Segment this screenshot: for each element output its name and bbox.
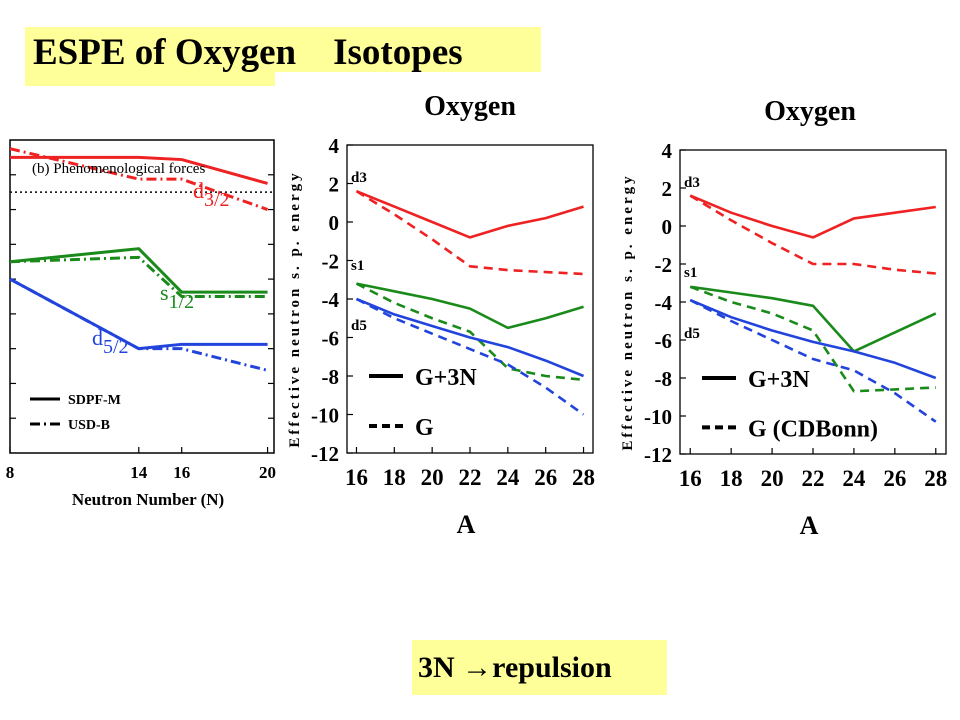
series-s1-g — [689, 285, 936, 393]
x-tick-label: 22 — [802, 466, 825, 491]
series-d5-g — [689, 298, 937, 423]
y-tick-label: 2 — [329, 173, 340, 197]
series-s1-g — [355, 282, 584, 382]
slide-title: ESPE of Oxygen Isotopes — [25, 27, 541, 72]
y-tick-label: -10 — [311, 404, 339, 428]
y-tick-label: -8 — [322, 365, 340, 389]
y-tick-label: 4 — [662, 139, 673, 163]
y-tick-label: -12 — [311, 442, 339, 466]
x-tick-label: 26 — [883, 466, 906, 491]
y-tick-label: -10 — [644, 405, 672, 429]
series-s1-g3n — [356, 282, 584, 330]
y-tick-label: 0 — [329, 211, 340, 235]
x-tick-label: 16 — [345, 465, 368, 490]
x-tick-label: 22 — [459, 465, 482, 490]
legend-label: SDPF-M — [68, 393, 121, 408]
series-d5-g3n — [689, 298, 937, 380]
series-d5-sdpf-m — [9, 277, 268, 351]
y-axis-label: Effective neutron s. p. energy — [287, 170, 303, 447]
legend-label: G+3N — [748, 367, 810, 393]
legend-label: G+3N — [415, 365, 477, 391]
x-tick-label: 24 — [842, 466, 866, 491]
x-tick-label: 16 — [679, 466, 702, 491]
y-tick-label: 4 — [329, 134, 340, 158]
plot-frame — [9, 139, 275, 454]
series-s1-sdpf-m — [9, 247, 268, 294]
orbit-label-sub: 5/2 — [103, 336, 129, 358]
series-d3-usd-b — [9, 147, 269, 211]
orbit-label-d3: d3/2 — [193, 178, 230, 211]
x-tick-label: 28 — [924, 466, 947, 491]
x-tick-label: 16 — [173, 463, 190, 482]
x-tick-label: 8 — [6, 463, 15, 482]
orbit-label-s1: s1/2 — [160, 280, 194, 313]
chart-title: Oxygen — [424, 91, 516, 122]
x-tick-label: 18 — [720, 466, 743, 491]
orbit-label-d5: d5/2 — [92, 325, 129, 358]
series-d5-g3n — [355, 297, 585, 378]
legend-label: G (CDBonn) — [748, 416, 878, 442]
x-axis-label: A — [457, 510, 476, 539]
plot-frame — [679, 149, 947, 455]
series-d3-g3n — [689, 194, 936, 239]
x-tick-label: 14 — [130, 463, 148, 482]
orbit-label-sub: 3/2 — [204, 189, 230, 211]
legend-label: G — [415, 415, 434, 441]
y-tick-label: -4 — [322, 288, 340, 312]
series-d3-g — [689, 194, 936, 275]
series-d3-sdpf-m — [10, 155, 268, 185]
y-axis-label: Effective neutron s. p. energy — [620, 173, 636, 450]
series-d5-usd-b — [9, 277, 268, 372]
x-tick-label: 20 — [421, 465, 444, 490]
inset-title: (b) Phenomenological forces — [32, 161, 205, 177]
orbit-label-s1: s1 — [684, 265, 697, 281]
series-d3-g — [355, 190, 584, 276]
orbit-label-d5: d5 — [351, 318, 367, 334]
y-tick-label: -2 — [322, 250, 340, 274]
y-tick-label: -6 — [655, 329, 673, 353]
x-tick-label: 28 — [572, 465, 595, 490]
x-axis-label: A — [800, 511, 819, 540]
orbit-label-d3: d3 — [351, 170, 367, 186]
x-tick-label: 18 — [383, 465, 406, 490]
orbit-label-s1: s1 — [351, 258, 364, 274]
legend-label: USD-B — [68, 418, 110, 433]
x-axis-label: Neutron Number (N) — [72, 490, 224, 509]
series-d3-g3n — [355, 189, 584, 239]
y-tick-label: -2 — [655, 253, 673, 277]
orbit-label-sub: 1/2 — [169, 291, 195, 313]
series-s1-usd-b — [9, 255, 268, 298]
y-tick-label: -8 — [655, 367, 673, 391]
orbit-label-d3: d3 — [684, 175, 700, 191]
y-tick-label: -4 — [655, 291, 673, 315]
repulsion-callout: 3N →repulsion — [412, 640, 667, 695]
x-tick-label: 26 — [534, 465, 557, 490]
y-tick-label: 2 — [662, 177, 673, 201]
x-tick-label: 20 — [259, 463, 276, 482]
y-tick-label: -12 — [644, 443, 672, 467]
series-d5-g — [355, 297, 585, 416]
title-underline-strip — [25, 72, 275, 86]
chart-title: Oxygen — [764, 96, 856, 127]
series-s1-g3n — [690, 285, 937, 353]
y-tick-label: 0 — [662, 215, 673, 239]
x-tick-label: 20 — [761, 466, 784, 491]
orbit-label-d5: d5 — [684, 326, 700, 342]
x-tick-label: 24 — [496, 465, 520, 490]
y-tick-label: -6 — [322, 327, 340, 351]
